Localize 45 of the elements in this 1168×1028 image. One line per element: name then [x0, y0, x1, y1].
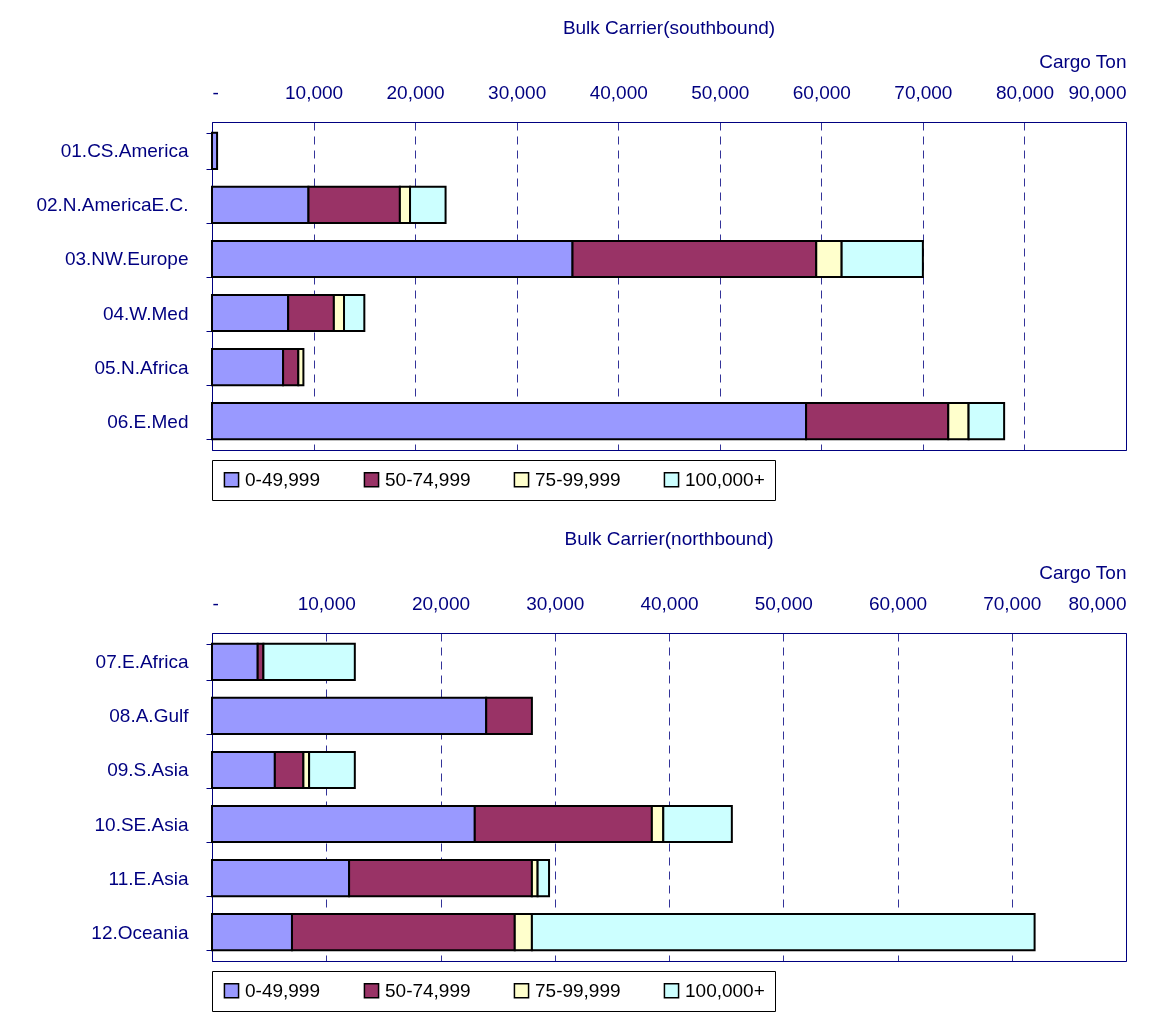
- x-tick-label: 50,000: [691, 81, 750, 103]
- x-tick-label: 30,000: [488, 81, 547, 103]
- x-tick-label: 60,000: [868, 592, 928, 614]
- y-tick-label: 12.Oceania: [91, 921, 189, 943]
- x-tick-label: 60,000: [792, 81, 851, 103]
- x-tick-label: 40,000: [640, 592, 699, 614]
- chart-title: Bulk Carrier(southbound): [562, 17, 776, 38]
- legend-label: 0-49,999: [245, 468, 321, 490]
- legend-label: 75-99,999: [535, 468, 621, 490]
- x-tick-label: 50,000: [754, 592, 813, 614]
- y-tick-label: 06.E.Med: [107, 410, 189, 432]
- legend-label: 75-99,999: [535, 979, 621, 1001]
- legend-label: 50-74,999: [385, 468, 471, 490]
- x-tick-label: -: [212, 81, 219, 103]
- y-tick-label: 03.NW.Europe: [64, 248, 189, 270]
- y-tick-label: 02.N.AmericaE.C.: [36, 194, 189, 216]
- bar: [211, 131, 219, 171]
- y-tick-label: 09.S.Asia: [107, 759, 189, 781]
- legend-label: 100,000+: [685, 468, 765, 490]
- x-tick-label: 80,000: [995, 81, 1055, 103]
- y-tick-label: 05.N.Africa: [94, 356, 189, 378]
- chart-title: Bulk Carrier(northbound): [564, 528, 774, 549]
- y-tick-label: 04.W.Med: [102, 302, 189, 324]
- x-tick-label: -: [212, 592, 219, 614]
- x-tick-label: 80,000: [1068, 592, 1127, 614]
- bar: [211, 642, 259, 682]
- y-tick-label: 01.CS.America: [60, 140, 189, 162]
- x-tick-label: 90,000: [1068, 81, 1127, 103]
- legend-label: 100,000+: [685, 979, 765, 1001]
- x-axis-title: Cargo Ton: [1039, 50, 1127, 72]
- y-tick-label: 11.E.Asia: [108, 867, 189, 889]
- y-tick-label: 10.SE.Asia: [94, 813, 189, 835]
- y-tick-label: 07.E.Africa: [95, 651, 189, 673]
- legend-label: 50-74,999: [385, 979, 471, 1001]
- x-tick-label: 20,000: [386, 81, 445, 103]
- x-tick-label: 40,000: [589, 81, 648, 103]
- x-axis-title: Cargo Ton: [1039, 561, 1127, 583]
- x-tick-label: 70,000: [894, 81, 953, 103]
- legend-label: 0-49,999: [245, 979, 321, 1001]
- x-tick-label: 30,000: [526, 592, 585, 614]
- y-tick-label: 08.A.Gulf: [109, 705, 190, 727]
- x-tick-label: 70,000: [983, 592, 1042, 614]
- x-tick-label: 10,000: [297, 592, 356, 614]
- x-tick-label: 20,000: [411, 592, 471, 614]
- x-tick-label: 10,000: [284, 81, 344, 103]
